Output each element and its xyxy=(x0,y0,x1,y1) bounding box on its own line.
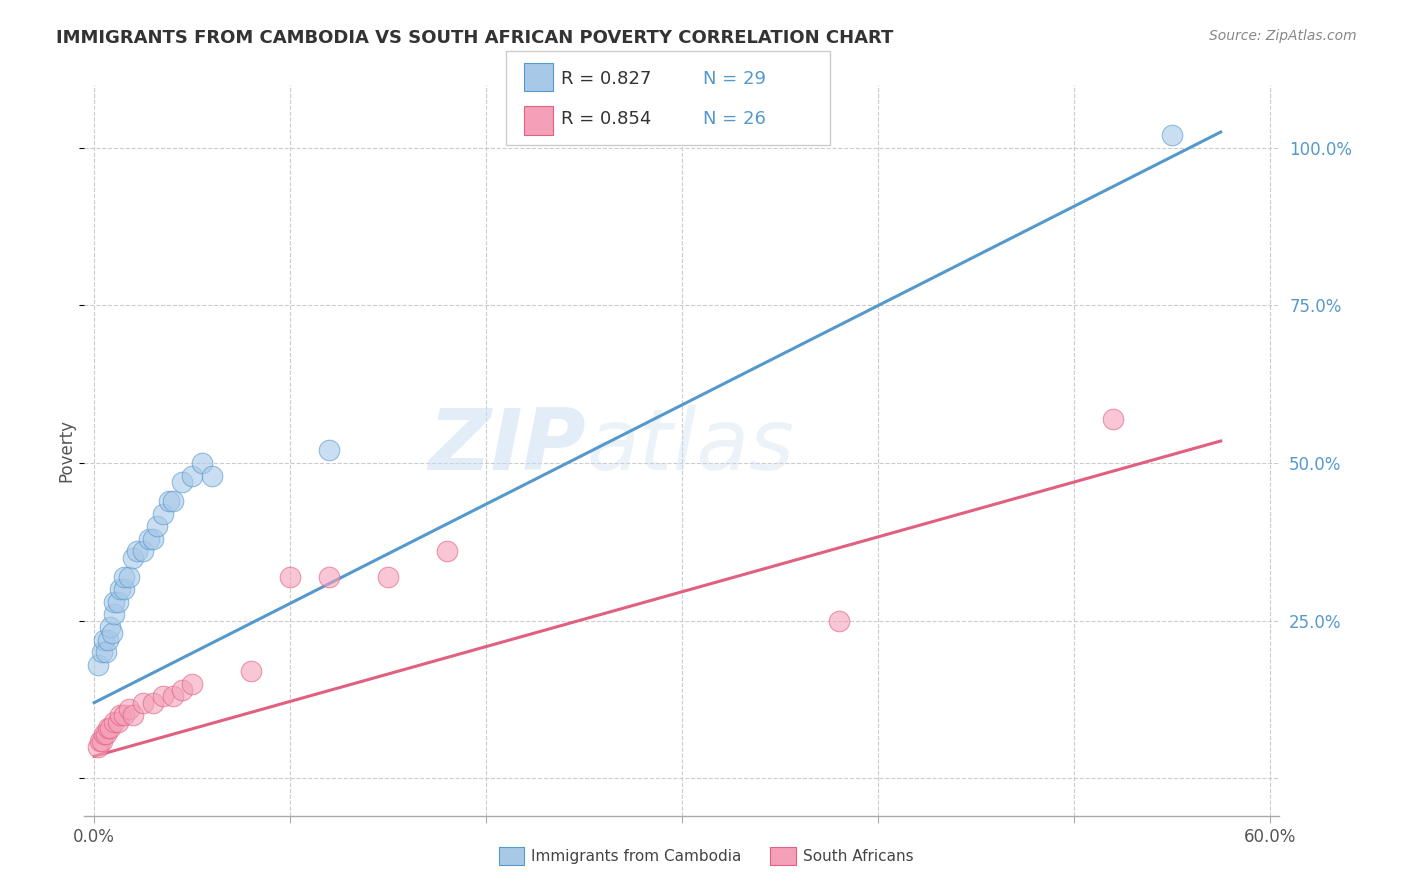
Point xyxy=(89,733,111,747)
Text: Immigrants from Cambodia: Immigrants from Cambodia xyxy=(531,849,742,863)
Point xyxy=(108,708,131,723)
Text: N = 29: N = 29 xyxy=(703,70,766,87)
Point xyxy=(278,569,301,583)
Point xyxy=(91,645,114,659)
Point xyxy=(827,614,849,628)
Point xyxy=(152,690,174,704)
Y-axis label: Poverty: Poverty xyxy=(58,419,76,482)
Point xyxy=(103,714,125,729)
Point xyxy=(87,739,110,754)
Point xyxy=(97,632,120,647)
Point xyxy=(118,569,141,583)
Point xyxy=(162,494,184,508)
Point xyxy=(191,456,214,470)
Point xyxy=(112,582,135,597)
Point xyxy=(172,475,194,489)
Text: R = 0.854: R = 0.854 xyxy=(561,110,651,128)
Point xyxy=(107,714,129,729)
Text: N = 26: N = 26 xyxy=(703,110,766,128)
Point xyxy=(436,544,458,558)
Point xyxy=(107,595,129,609)
Point xyxy=(181,677,204,691)
Point xyxy=(162,690,184,704)
Point xyxy=(98,620,121,634)
Point xyxy=(132,544,155,558)
Point xyxy=(157,494,180,508)
Point xyxy=(103,607,125,622)
Text: R = 0.827: R = 0.827 xyxy=(561,70,651,87)
Point xyxy=(101,626,124,640)
Point xyxy=(122,550,145,565)
Point xyxy=(87,657,110,672)
Point xyxy=(1160,128,1182,143)
Point xyxy=(201,468,224,483)
Point xyxy=(94,727,117,741)
Point xyxy=(138,532,160,546)
Text: atlas: atlas xyxy=(586,405,794,488)
Point xyxy=(239,664,262,678)
Point xyxy=(108,582,131,597)
Text: ZIP: ZIP xyxy=(429,405,586,488)
Point xyxy=(146,519,169,533)
Point xyxy=(118,702,141,716)
Point xyxy=(122,708,145,723)
Point xyxy=(94,645,117,659)
Point xyxy=(132,696,155,710)
Text: South Africans: South Africans xyxy=(803,849,914,863)
Point xyxy=(152,507,174,521)
Point xyxy=(1102,412,1125,426)
Point xyxy=(112,708,135,723)
Point xyxy=(127,544,149,558)
Point xyxy=(142,532,165,546)
Point xyxy=(377,569,399,583)
Point xyxy=(172,683,194,698)
Text: IMMIGRANTS FROM CAMBODIA VS SOUTH AFRICAN POVERTY CORRELATION CHART: IMMIGRANTS FROM CAMBODIA VS SOUTH AFRICA… xyxy=(56,29,894,46)
Point xyxy=(142,696,165,710)
Point xyxy=(93,632,115,647)
Text: Source: ZipAtlas.com: Source: ZipAtlas.com xyxy=(1209,29,1357,43)
Point xyxy=(318,443,340,458)
Point xyxy=(181,468,204,483)
Point xyxy=(97,721,120,735)
Point xyxy=(93,727,115,741)
Point xyxy=(98,721,121,735)
Point xyxy=(112,569,135,583)
Point xyxy=(103,595,125,609)
Point xyxy=(91,733,114,747)
Point xyxy=(318,569,340,583)
